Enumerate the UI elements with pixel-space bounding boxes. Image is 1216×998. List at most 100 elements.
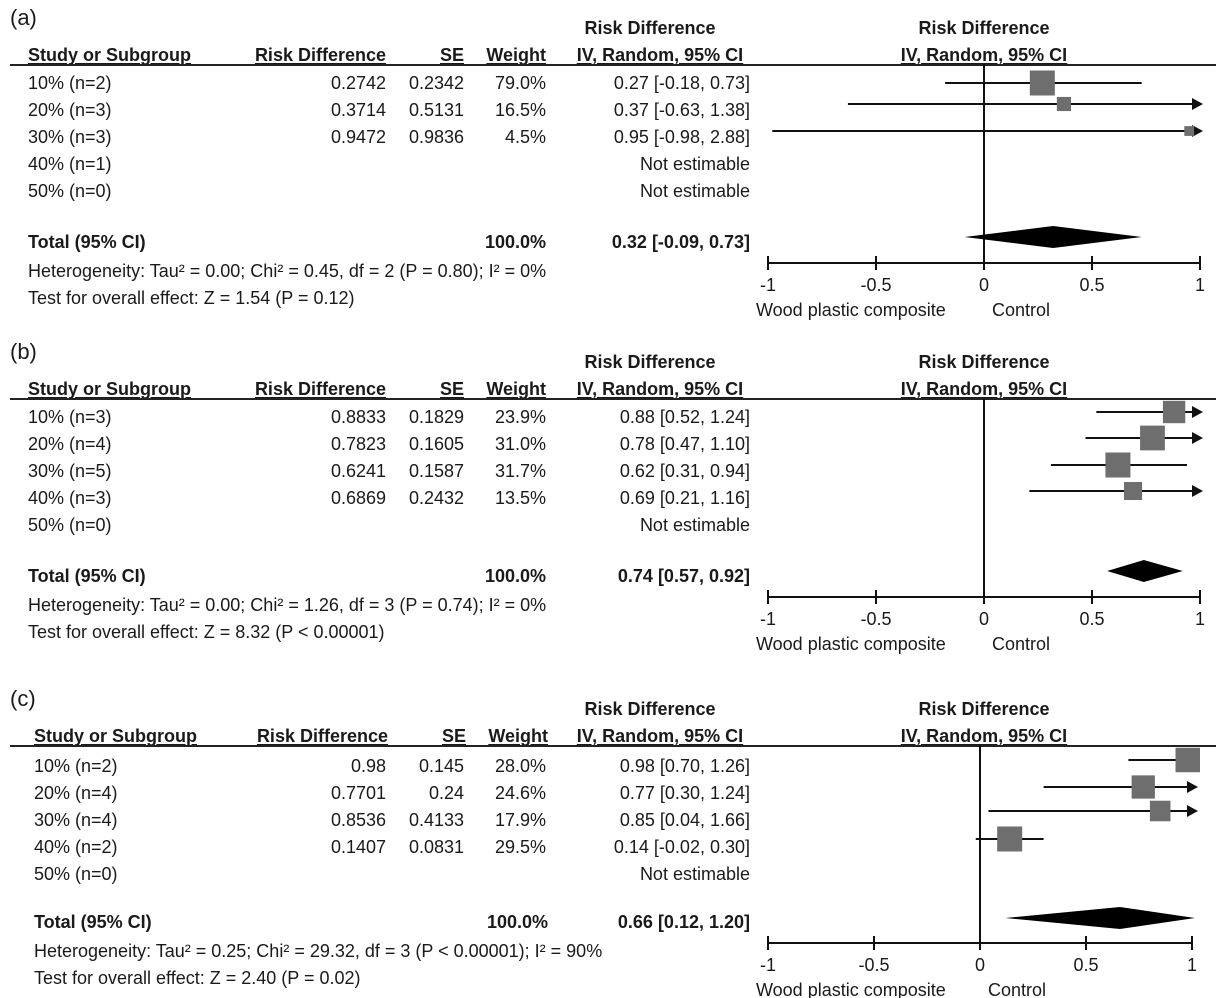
- plot-header-line2: IV, Random, 95% CI: [900, 379, 1068, 399]
- study-name: 40% (n=3): [28, 488, 112, 508]
- se-column-header: SE: [439, 379, 464, 399]
- ci-arrow-right: [1192, 406, 1203, 418]
- study-marker: [1105, 452, 1131, 478]
- ci-value: 0.85 [0.04, 1.66]: [619, 810, 750, 830]
- x-tick-label: 0: [979, 609, 989, 629]
- x-tick-label: 0: [975, 955, 985, 975]
- ci-column-header: IV, Random, 95% CI: [576, 726, 744, 746]
- x-tick-label: -1: [760, 609, 776, 629]
- heterogeneity-text: Heterogeneity: Tau² = 0.00; Chi² = 1.26,…: [28, 595, 547, 615]
- total-ci: 0.74 [0.57, 0.92]: [617, 566, 750, 586]
- study-name: 30% (n=4): [34, 810, 118, 830]
- weight-column-header: Weight: [486, 379, 546, 399]
- rd-value: 0.7823: [330, 434, 386, 454]
- forest-panel-b: (b) Risk Difference Study or Subgroup Ri…: [0, 334, 1216, 664]
- study-name: 50% (n=0): [28, 181, 112, 201]
- se-value: 0.1605: [408, 434, 464, 454]
- study-marker: [1184, 126, 1195, 136]
- study-marker: [1140, 425, 1165, 451]
- weight-value: 17.9%: [494, 810, 546, 830]
- plot-header-line1: Risk Difference: [918, 699, 1050, 719]
- total-label: Total (95% CI): [28, 232, 146, 252]
- forest-panel-a: (a) Risk Difference Study or Subgroup Ri…: [0, 0, 1216, 330]
- favours-left-label: Wood plastic composite: [756, 634, 946, 654]
- heterogeneity-text: Heterogeneity: Tau² = 0.25; Chi² = 29.32…: [34, 941, 603, 961]
- se-value: 0.2432: [408, 488, 464, 508]
- ci-arrow-right: [1192, 432, 1203, 444]
- weight-value: 79.0%: [494, 73, 546, 93]
- study-name: 30% (n=5): [28, 461, 112, 481]
- pooled-diamond: [1107, 560, 1183, 582]
- header-divider: [10, 398, 1216, 400]
- se-value: 0.5131: [408, 100, 464, 120]
- study-name: 20% (n=4): [34, 783, 118, 803]
- x-tick-label: 0.5: [1073, 955, 1098, 975]
- ci-value: 0.37 [-0.63, 1.38]: [613, 100, 750, 120]
- panel-label: (b): [10, 339, 37, 364]
- x-tick-label: 0.5: [1079, 275, 1104, 295]
- rd-value: 0.3714: [330, 100, 386, 120]
- x-tick-label: -1: [760, 955, 776, 975]
- ci-arrow-right: [1192, 125, 1203, 137]
- ci-arrow-right: [1187, 781, 1198, 793]
- study-name: 40% (n=2): [34, 837, 118, 857]
- heterogeneity-text: Heterogeneity: Tau² = 0.00; Chi² = 0.45,…: [28, 261, 547, 281]
- total-label: Total (95% CI): [34, 912, 152, 932]
- rd-value: 0.98: [350, 756, 386, 776]
- forest-panel-c: (c) Risk Difference Study or Subgroup Ri…: [0, 681, 1216, 998]
- header-divider: [10, 64, 1216, 66]
- x-tick-label: 0.5: [1079, 609, 1104, 629]
- study-name: 10% (n=2): [34, 756, 118, 776]
- rd-value: 0.8833: [330, 407, 386, 427]
- rd-column-header: Risk Difference: [254, 45, 386, 65]
- weight-value: 24.6%: [494, 783, 546, 803]
- study-column-header: Study or Subgroup: [28, 379, 191, 399]
- rd-group-header: Risk Difference: [584, 699, 716, 719]
- study-name: 10% (n=3): [28, 407, 112, 427]
- weight-value: 16.5%: [494, 100, 546, 120]
- rd-group-header: Risk Difference: [584, 18, 716, 38]
- se-value: 0.24: [428, 783, 464, 803]
- study-name: 50% (n=0): [28, 515, 112, 535]
- weight-column-header: Weight: [488, 726, 548, 746]
- se-value: 0.4133: [408, 810, 464, 830]
- ci-arrow-right: [1192, 485, 1203, 497]
- ci-value: 0.77 [0.30, 1.24]: [619, 783, 750, 803]
- ci-column-header: IV, Random, 95% CI: [576, 379, 744, 399]
- study-marker: [997, 826, 1023, 852]
- ci-arrow-right: [1187, 805, 1198, 817]
- ci-value: Not estimable: [639, 515, 750, 535]
- study-name: 10% (n=2): [28, 73, 112, 93]
- se-value: 0.2342: [408, 73, 464, 93]
- weight-value: 13.5%: [494, 488, 546, 508]
- rd-value: 0.2742: [330, 73, 386, 93]
- se-value: 0.0831: [408, 837, 464, 857]
- total-ci: 0.32 [-0.09, 0.73]: [611, 232, 750, 252]
- forest-plot: -1 -0.5 0 0.5 1 Wood plastic composite Control: [756, 398, 1205, 654]
- ci-value: 0.78 [0.47, 1.10]: [619, 434, 750, 454]
- rd-column-header: Risk Difference: [256, 726, 388, 746]
- study-marker: [1162, 400, 1186, 424]
- weight-value: 28.0%: [494, 756, 546, 776]
- se-value: 0.9836: [408, 127, 464, 147]
- study-column-header: Study or Subgroup: [34, 726, 197, 746]
- favours-left-label: Wood plastic composite: [756, 980, 946, 998]
- favours-left-label: Wood plastic composite: [756, 300, 946, 320]
- study-marker: [1124, 481, 1143, 501]
- study-marker: [1175, 747, 1201, 773]
- rd-value: 0.6869: [330, 488, 386, 508]
- forest-plot: -1 -0.5 0 0.5 1 Wood plastic composite Control: [756, 64, 1205, 320]
- ci-arrow-right: [1192, 98, 1203, 110]
- se-value: 0.1829: [408, 407, 464, 427]
- rd-group-header: Risk Difference: [584, 352, 716, 372]
- overall-effect-text: Test for overall effect: Z = 8.32 (P < 0…: [28, 622, 385, 642]
- total-label: Total (95% CI): [28, 566, 146, 586]
- pooled-diamond: [1005, 907, 1195, 929]
- weight-value: 4.5%: [504, 127, 546, 147]
- ci-value: 0.69 [0.21, 1.16]: [619, 488, 750, 508]
- weight-value: 31.0%: [494, 434, 546, 454]
- x-tick-label: 1: [1195, 609, 1205, 629]
- x-tick-label: -0.5: [860, 609, 891, 629]
- ci-column-header: IV, Random, 95% CI: [576, 45, 744, 65]
- total-ci: 0.66 [0.12, 1.20]: [617, 912, 750, 932]
